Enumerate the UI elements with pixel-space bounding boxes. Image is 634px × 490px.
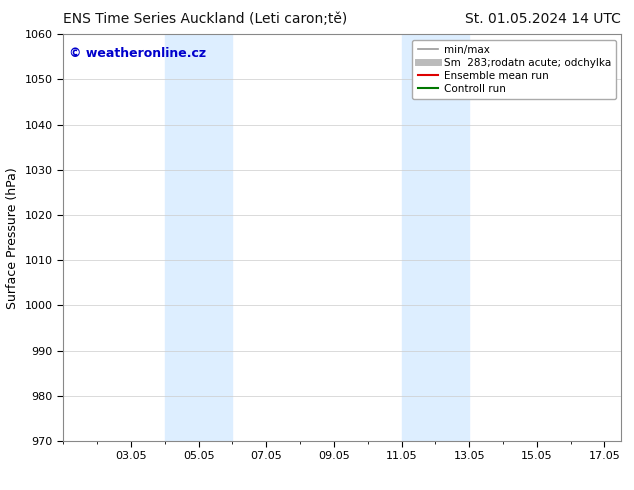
Text: © weatheronline.cz: © weatheronline.cz [69,47,206,59]
Bar [401,34,469,441]
Legend: min/max, Sm  283;rodatn acute; odchylka, Ensemble mean run, Controll run: min/max, Sm 283;rodatn acute; odchylka, … [412,40,616,99]
Y-axis label: Surface Pressure (hPa): Surface Pressure (hPa) [6,167,19,309]
Bar [165,34,233,441]
Text: ENS Time Series Auckland (Leti caron;tě): ENS Time Series Auckland (Leti caron;tě) [63,12,347,26]
Text: St. 01.05.2024 14 UTC: St. 01.05.2024 14 UTC [465,12,621,26]
